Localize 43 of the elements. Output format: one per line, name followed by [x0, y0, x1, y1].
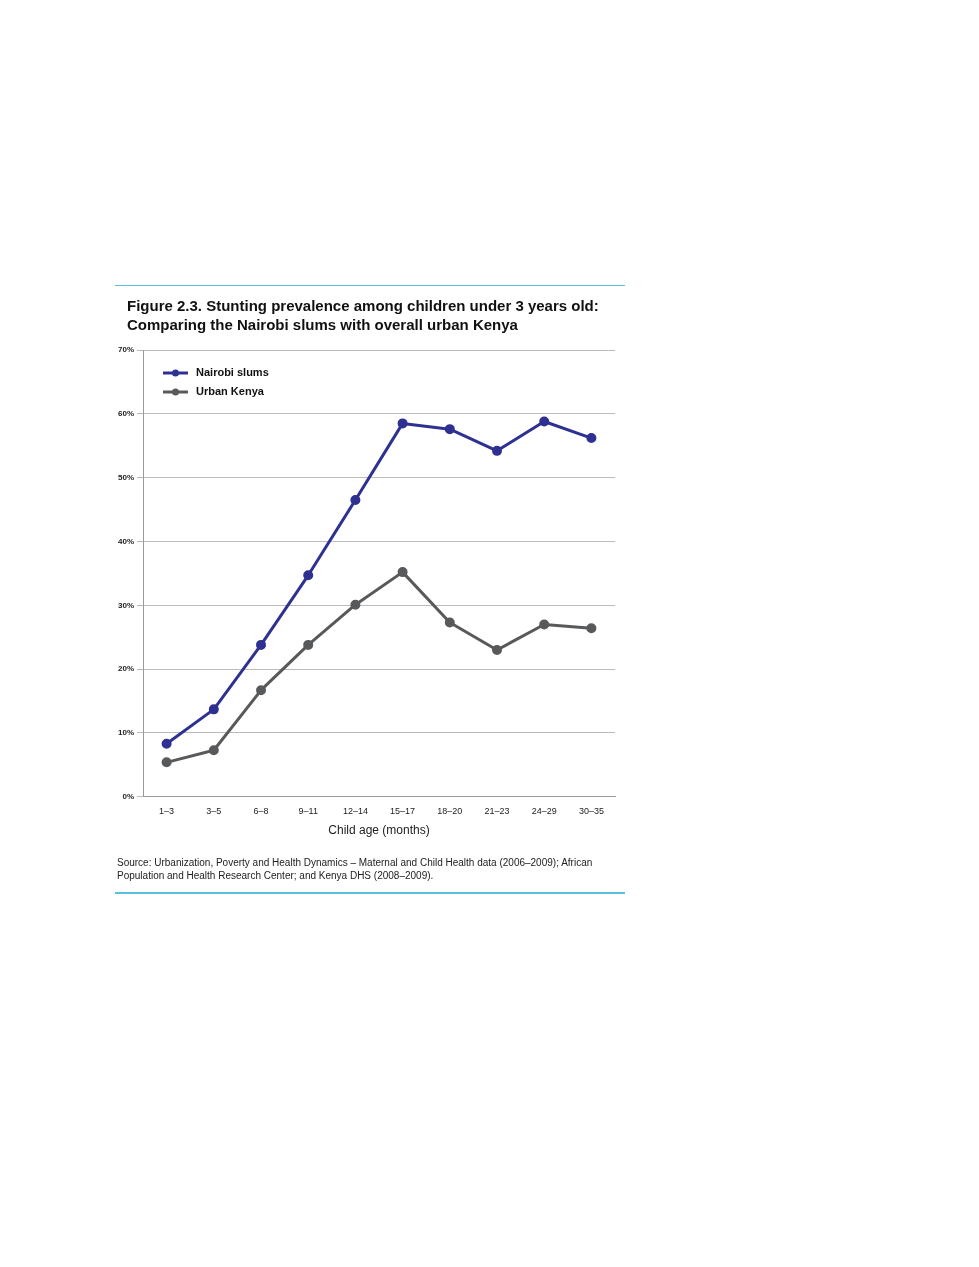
y-tick-label: 10%	[118, 728, 135, 738]
point	[397, 567, 408, 578]
legend-label: Urban Kenya	[196, 385, 265, 398]
point	[539, 416, 550, 427]
y-tick-label: 20%	[118, 664, 135, 674]
x-tick-label: 1–3	[159, 805, 175, 816]
point	[539, 619, 550, 630]
point	[586, 433, 597, 444]
point	[350, 495, 361, 505]
y-tick-label: 70%	[118, 345, 135, 355]
point	[397, 418, 408, 429]
y-tick-label: 0%	[122, 792, 135, 801]
x-tick-label: 15–17	[390, 805, 416, 816]
x-tick-label: 12–14	[342, 805, 368, 816]
x-tick-label: 21–23	[484, 805, 510, 816]
x-tick-label: 6–8	[253, 805, 269, 816]
x-tick-label: 24–29	[531, 805, 557, 816]
point	[208, 745, 219, 756]
point	[161, 757, 172, 768]
point	[350, 599, 361, 610]
point	[256, 639, 267, 650]
legend-label: Nairobi slums	[196, 366, 269, 379]
point	[492, 644, 502, 655]
x-tick-label: 9–11	[298, 805, 318, 816]
point	[444, 424, 455, 435]
chart-title: Figure 2.3. Stunting prevalence among children under 3 years old: Comparing the Nairobi slums with overall urban Kenya	[127, 296, 600, 334]
point	[208, 704, 219, 715]
point	[492, 445, 502, 456]
point	[256, 685, 267, 696]
point	[303, 570, 314, 581]
y-tick-label: 30%	[118, 600, 135, 610]
y-tick-label: 40%	[118, 536, 135, 546]
point	[444, 617, 455, 628]
x-axis-title: Child age (months)	[328, 823, 430, 838]
source-note: Source: Urbanization, Poverty and Health Dynamics – Maternal and Child Health data (2006–2009); African Population and Health Research Center; and Kenya DHS (2008–2009).	[117, 856, 594, 882]
x-tick-label: 3–5	[206, 805, 222, 816]
point	[586, 623, 597, 634]
point	[161, 738, 172, 749]
point	[303, 639, 314, 650]
x-tick-label: 18–20	[437, 805, 463, 816]
y-tick-label: 50%	[118, 472, 135, 482]
y-tick-label: 60%	[118, 409, 135, 419]
x-tick-label: 30–35	[578, 805, 604, 816]
